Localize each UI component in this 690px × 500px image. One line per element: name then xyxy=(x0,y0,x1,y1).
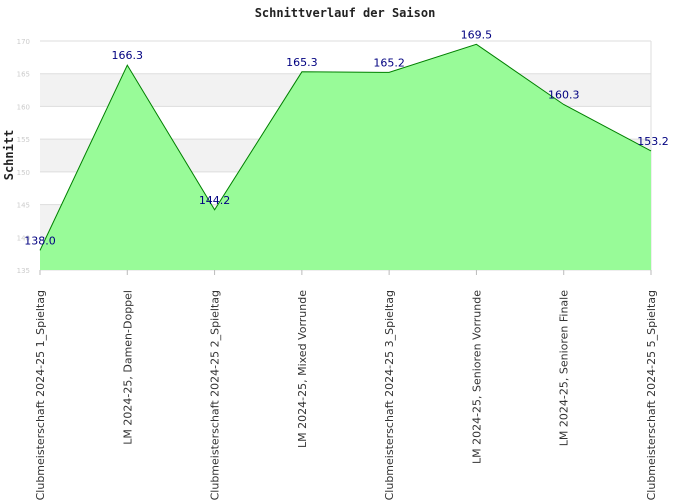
data-label: 144.2 xyxy=(199,194,231,207)
data-labels: 138.0 166.3 144.2 165.3 165.2 169.5 160.3 153.2 xyxy=(24,28,669,247)
y-tick-label: 150 xyxy=(17,169,30,177)
x-tick-label: LM 2024-25, Senioren Vorrunde xyxy=(470,290,483,464)
y-axis: 135 140 145 150 155 160 165 170 xyxy=(17,38,30,275)
data-label: 160.3 xyxy=(548,88,580,101)
x-tick-label: LM 2024-25, Mixed Vorrunde xyxy=(296,290,309,448)
x-tick-label: Clubmeisterschaft 2024-25 1_Spieltag xyxy=(34,290,47,500)
y-tick-label: 145 xyxy=(17,202,30,210)
data-label: 166.3 xyxy=(112,49,144,62)
x-tick-label: Clubmeisterschaft 2024-25 2_Spieltag xyxy=(209,290,222,500)
x-tick-label: LM 2024-25, Damen-Doppel xyxy=(121,290,134,445)
plot-band xyxy=(40,41,651,74)
data-label: 165.3 xyxy=(286,56,318,69)
x-axis: Clubmeisterschaft 2024-25 1_Spieltag LM 2… xyxy=(34,270,658,500)
y-tick-label: 155 xyxy=(17,136,30,144)
series-line xyxy=(39,43,652,251)
data-label: 138.0 xyxy=(24,234,56,247)
y-tick-label: 140 xyxy=(17,234,30,242)
y-tick-label: 160 xyxy=(17,103,30,111)
data-label: 153.2 xyxy=(637,135,669,148)
x-tick-label: LM 2024-25, Senioren Finale xyxy=(558,290,571,446)
x-tick-label: Clubmeisterschaft 2024-25 3_Spieltag xyxy=(383,290,396,500)
y-tick-label: 135 xyxy=(17,267,30,275)
y-tick-label: 170 xyxy=(17,38,30,46)
x-tick-label: Clubmeisterschaft 2024-25 5_Spieltag xyxy=(645,290,658,500)
y-tick-label: 165 xyxy=(17,71,30,79)
series-area xyxy=(40,44,651,270)
chart-title: Schnittverlauf der Saison xyxy=(255,6,436,20)
data-label: 165.2 xyxy=(373,56,405,69)
data-label: 169.5 xyxy=(461,28,493,41)
y-axis-label: Schnitt xyxy=(2,130,16,181)
